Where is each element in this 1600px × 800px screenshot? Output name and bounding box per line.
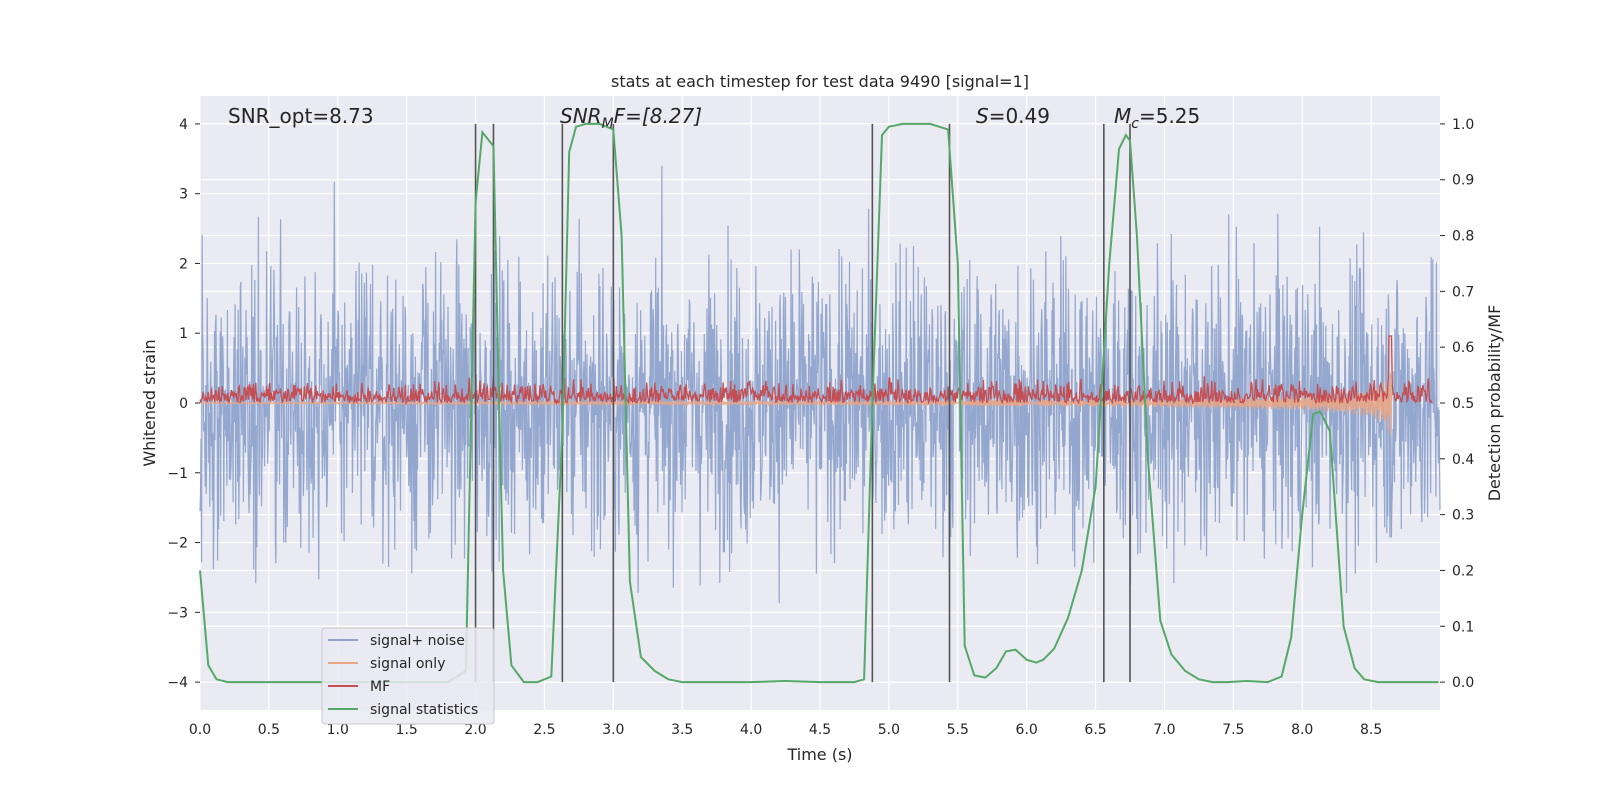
annotation-snr-mf: SNRMF=[8.27] [560,104,702,132]
mc-subscript: c [1131,116,1139,132]
x-tick-label: 8.0 [1291,722,1313,738]
x-tick-label: 2.0 [464,722,486,738]
y-right-tick-label: 1.0 [1452,117,1474,133]
annotation-s: S=0.49 [976,104,1050,128]
x-tick-label: 0.0 [189,722,211,738]
x-tick-label: 3.5 [671,722,693,738]
annotation-snr-opt: SNR_opt=8.73 [228,104,374,128]
y-left-tick-label: −1 [167,466,188,482]
y-axis-label-left: Whitened strain [140,339,159,466]
x-tick-label: 6.5 [1084,722,1106,738]
signal-statistics-series [199,122,1439,684]
x-tick-label: 5.5 [947,722,969,738]
y-left-tick-label: 1 [179,326,188,342]
mf-line [199,335,1433,406]
signal-only-line [199,373,1393,436]
snr-mf-subscript: M [602,116,614,132]
legend-label-mf: MF [370,679,390,695]
x-tick-label: 5.0 [878,722,900,738]
legend-box [321,627,495,725]
signal-noise-series [199,165,1441,604]
x-tick-label: 3.0 [602,722,624,738]
mf-series [199,335,1433,406]
x-tick-label: 7.5 [1222,722,1244,738]
x-tick-label: 1.0 [327,722,349,738]
axis-ticks: 0.0 0.5 1.0 1.5 2.0 2.5 3.0 3.5 4.0 4.5 5.0 5.5 6.0 6… [167,117,1474,738]
y-left-tick-label: 2 [179,256,188,272]
y-right-tick-label: 0.2 [1452,563,1474,579]
x-tick-label: 6.0 [1016,722,1038,738]
legend: signal+ noise signal only MF signal stat… [321,627,495,725]
y-left-tick-label: −4 [167,675,188,691]
y-left-tick-label: 3 [179,187,188,203]
y-right-tick-label: 0.0 [1452,675,1474,691]
x-tick-label: 4.5 [809,722,831,738]
legend-label-stats: signal statistics [370,702,478,718]
legend-label-noise: signal+ noise [370,633,465,649]
x-axis-label: Time (s) [786,745,852,764]
s-value: =0.49 [989,104,1050,128]
y-left-tick-label: −2 [167,536,188,552]
y-right-tick-label: 0.1 [1452,619,1474,635]
y-right-tick-label: 0.5 [1452,396,1474,412]
signal-only-series [199,373,1393,436]
x-tick-label: 2.5 [533,722,555,738]
signal-statistics-line [199,122,1439,684]
y-right-tick-label: 0.3 [1452,508,1474,524]
mc-value: =5.25 [1139,104,1200,128]
x-tick-label: 4.0 [740,722,762,738]
x-tick-label: 7.0 [1153,722,1175,738]
y-right-tick-label: 0.4 [1452,452,1474,468]
y-right-tick-label: 0.9 [1452,173,1474,189]
annotation-mc: Mc=5.25 [1114,104,1200,132]
y-right-tick-label: 0.8 [1452,229,1474,245]
y-right-tick-label: 0.7 [1452,284,1474,300]
y-axis-label-right: Detection probability/MF [1485,305,1504,502]
y-left-tick-label: −3 [167,605,188,621]
mc-symbol: M [1114,104,1131,128]
snr-mf-symbol: SNR [560,104,602,128]
x-tick-label: 0.5 [258,722,280,738]
snr-mf-value: F=[8.27] [614,104,702,128]
legend-label-signal: signal only [370,656,445,672]
x-tick-label: 8.5 [1360,722,1382,738]
y-right-tick-label: 0.6 [1452,340,1474,356]
noise-line [199,165,1441,604]
s-symbol: S [976,104,989,128]
x-tick-label: 1.5 [396,722,418,738]
y-left-tick-label: 0 [179,396,188,412]
chart-title: stats at each timestep for test data 949… [611,72,1029,91]
y-left-tick-label: 4 [179,117,188,133]
